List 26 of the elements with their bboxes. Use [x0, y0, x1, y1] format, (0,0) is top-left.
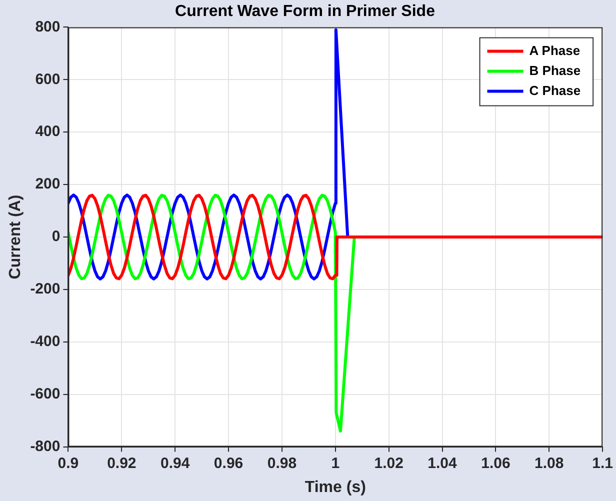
x-tick-label: 0.96 — [214, 454, 244, 472]
y-tick-label: 0 — [52, 228, 60, 246]
y-tick-label: 800 — [35, 18, 60, 36]
x-tick-label: 1.06 — [481, 454, 510, 472]
y-tick-label: -400 — [30, 333, 60, 350]
y-tick-label: -200 — [30, 280, 60, 298]
legend-label: C Phase — [529, 82, 581, 98]
x-tick-label: 0.9 — [58, 454, 79, 472]
legend-label: A Phase — [529, 42, 580, 58]
x-tick-label: 0.98 — [267, 454, 297, 472]
y-tick-label: 200 — [35, 176, 60, 193]
y-tick-label: 400 — [35, 123, 60, 140]
x-tick-label: 1 — [331, 454, 340, 472]
x-tick-label: 1.1 — [592, 454, 614, 472]
legend-label: B Phase — [529, 62, 581, 78]
y-tick-label: 600 — [35, 70, 60, 88]
x-tick-label: 0.92 — [107, 454, 136, 472]
chart-title: Current Wave Form in Primer Side — [175, 3, 436, 20]
y-tick-label: -800 — [30, 438, 60, 455]
x-tick-label: 1.04 — [428, 454, 458, 472]
x-tick-label: 1.08 — [534, 454, 564, 472]
x-axis-title: Time (s) — [304, 478, 366, 496]
x-tick-label: 0.94 — [160, 454, 190, 472]
y-tick-label: -600 — [30, 385, 60, 402]
y-axis-title: Current (A) — [7, 194, 24, 280]
x-tick-label: 1.02 — [374, 454, 404, 472]
